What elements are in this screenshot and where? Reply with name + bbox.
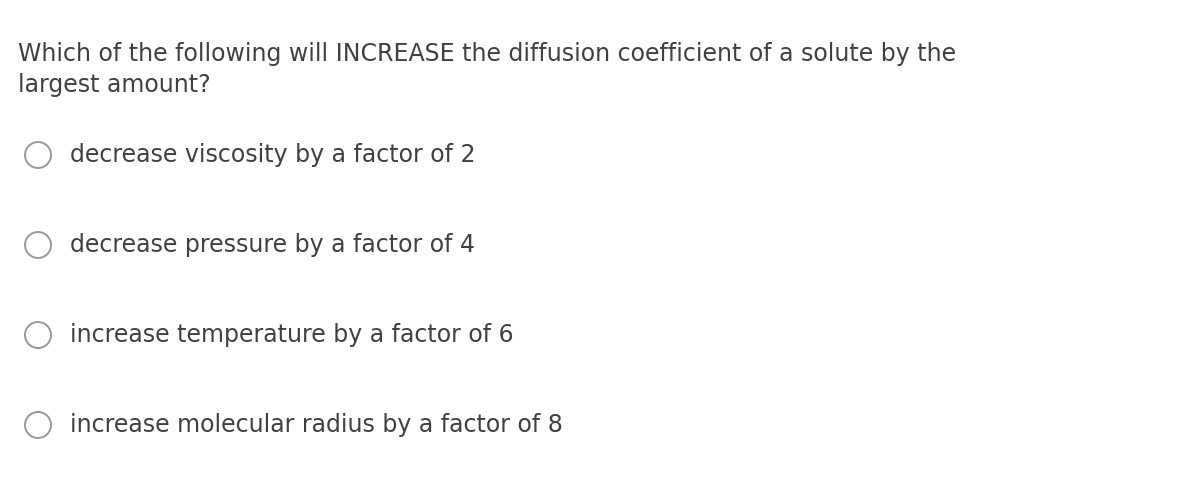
Ellipse shape	[25, 232, 50, 258]
Ellipse shape	[25, 322, 50, 348]
Text: increase temperature by a factor of 6: increase temperature by a factor of 6	[70, 323, 514, 347]
Text: decrease viscosity by a factor of 2: decrease viscosity by a factor of 2	[70, 143, 475, 167]
Ellipse shape	[25, 412, 50, 438]
Text: largest amount?: largest amount?	[18, 73, 211, 97]
Text: Which of the following will INCREASE the diffusion coefficient of a solute by th: Which of the following will INCREASE the…	[18, 41, 956, 66]
Text: decrease pressure by a factor of 4: decrease pressure by a factor of 4	[70, 233, 475, 257]
Text: increase molecular radius by a factor of 8: increase molecular radius by a factor of…	[70, 413, 563, 437]
Ellipse shape	[25, 142, 50, 168]
